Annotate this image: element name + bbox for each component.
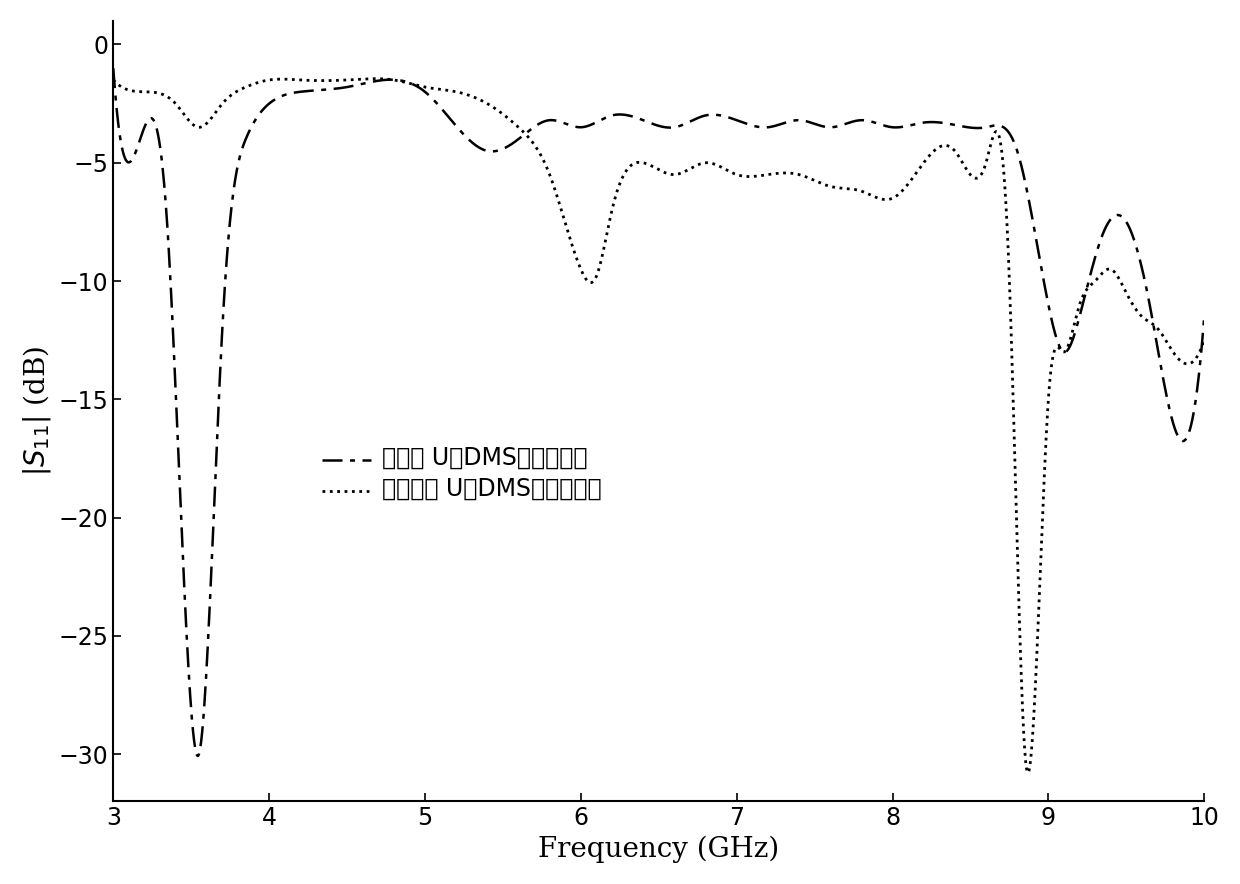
加载长 U型DMS结构的天线 xyxy=(161,248,176,258)
加载长 U型DMS结构的天线 xyxy=(966,123,981,133)
未加载长 U型DMS结构的天线 xyxy=(1197,335,1211,346)
未加载长 U型DMS结构的天线 xyxy=(608,192,622,202)
加载长 U型DMS结构的天线 xyxy=(608,110,622,120)
加载长 U型DMS结构的天线 xyxy=(1166,416,1180,427)
未加载长 U型DMS结构的天线 xyxy=(368,73,383,84)
未加载长 U型DMS结构的天线 xyxy=(105,74,120,85)
未加载长 U型DMS结构的天线 xyxy=(1021,767,1035,778)
加载长 U型DMS结构的天线 xyxy=(637,115,652,126)
未加载长 U型DMS结构的天线 xyxy=(1167,347,1182,358)
加载长 U型DMS结构的天线 xyxy=(1197,311,1211,322)
未加载长 U型DMS结构的天线 xyxy=(1166,347,1180,357)
Line: 未加载长 U型DMS结构的天线: 未加载长 U型DMS结构的天线 xyxy=(113,79,1204,773)
未加载长 U型DMS结构的天线 xyxy=(161,93,176,103)
X-axis label: Frequency (GHz): Frequency (GHz) xyxy=(538,835,780,863)
Y-axis label: $|S_{11}|$ (dB): $|S_{11}|$ (dB) xyxy=(21,346,53,476)
未加载长 U型DMS结构的天线 xyxy=(637,157,652,168)
加载长 U型DMS结构的天线 xyxy=(105,63,120,73)
加载长 U型DMS结构的天线 xyxy=(1166,418,1180,429)
Line: 加载长 U型DMS结构的天线: 加载长 U型DMS结构的天线 xyxy=(113,68,1204,756)
加载长 U型DMS结构的天线 xyxy=(191,751,206,761)
未加载长 U型DMS结构的天线 xyxy=(966,171,981,182)
Legend: 加载长 U型DMS结构的天线, 未加载长 U型DMS结构的天线: 加载长 U型DMS结构的天线, 未加载长 U型DMS结构的天线 xyxy=(316,440,608,507)
